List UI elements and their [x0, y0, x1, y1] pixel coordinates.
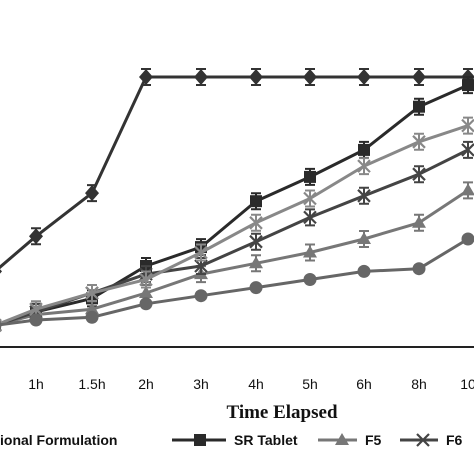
x-tick-label: 5h: [302, 376, 318, 392]
data-point: [29, 228, 43, 245]
series-line: [0, 189, 469, 326]
x-tick-label: 4h: [248, 376, 264, 392]
data-point: [29, 302, 43, 316]
data-point: [357, 232, 371, 244]
legend-item-4: F6: [400, 432, 463, 448]
legend-item-3: F5: [318, 432, 382, 448]
legend-label: F5: [365, 432, 382, 448]
data-point: [461, 183, 474, 196]
data-point: [358, 143, 370, 156]
data-point: [412, 262, 426, 276]
x-tick-label: 1.5h: [78, 376, 105, 392]
series-layer: [0, 68, 474, 333]
data-point: [412, 215, 426, 228]
x-tick-label: 1h: [28, 376, 44, 392]
series-3: [0, 181, 474, 331]
data-point: [85, 185, 99, 202]
data-point: [194, 289, 208, 303]
data-point: [412, 135, 426, 149]
legend-label: F6: [446, 432, 463, 448]
data-point: [194, 245, 208, 260]
data-point: [249, 256, 263, 269]
x-tick-label: 10: [460, 376, 474, 392]
data-point: [461, 232, 474, 246]
data-point: [139, 272, 153, 287]
data-point: [461, 143, 474, 157]
data-point: [29, 313, 43, 327]
series-1: [0, 68, 474, 274]
data-point: [139, 69, 153, 85]
legend-marker: [335, 433, 349, 445]
data-point: [303, 245, 317, 258]
data-point: [303, 191, 317, 206]
series-6: [0, 232, 474, 330]
data-point: [249, 234, 263, 249]
data-point: [194, 259, 208, 273]
series-line: [0, 83, 469, 326]
data-point: [249, 281, 263, 295]
data-point: [303, 210, 317, 225]
data-point: [139, 286, 153, 298]
data-point: [249, 216, 263, 230]
data-point: [249, 69, 263, 85]
series-line: [0, 124, 469, 326]
data-point: [250, 195, 262, 208]
data-point: [194, 69, 208, 85]
legend-label: ional Formulation: [0, 432, 117, 448]
data-point: [303, 273, 317, 286]
data-point: [412, 167, 426, 181]
data-point: [139, 297, 153, 311]
data-point: [413, 100, 425, 113]
legend-marker: [416, 433, 430, 447]
x-axis-title: Time Elapsed: [226, 402, 337, 423]
legend: ional Formulation SR Tablet F5 F6: [0, 432, 463, 448]
data-point: [357, 159, 371, 173]
legend-item-1: ional Formulation: [0, 432, 117, 448]
x-tick-label: 2h: [138, 376, 154, 392]
data-point: [0, 269, 2, 274]
data-point: [303, 69, 317, 85]
data-point: [85, 286, 99, 300]
data-point: [85, 302, 99, 315]
data-point: [85, 310, 99, 324]
x-tick-label: 8h: [411, 376, 427, 392]
data-point: [357, 189, 371, 203]
data-point: [357, 69, 371, 85]
series-5: [0, 116, 474, 333]
legend-marker: [194, 434, 206, 446]
x-tick-label: 6h: [356, 376, 372, 392]
legend-item-2: SR Tablet: [172, 432, 298, 448]
series-line: [0, 237, 469, 327]
series-2: [0, 76, 474, 332]
data-point: [357, 264, 371, 278]
data-point: [461, 118, 474, 133]
data-point: [412, 69, 426, 85]
series-line: [0, 75, 468, 270]
data-point: [304, 170, 316, 183]
legend-label: SR Tablet: [234, 432, 298, 448]
x-tick-label: 3h: [193, 376, 209, 392]
data-point: [462, 79, 474, 92]
data-point: [0, 321, 2, 330]
